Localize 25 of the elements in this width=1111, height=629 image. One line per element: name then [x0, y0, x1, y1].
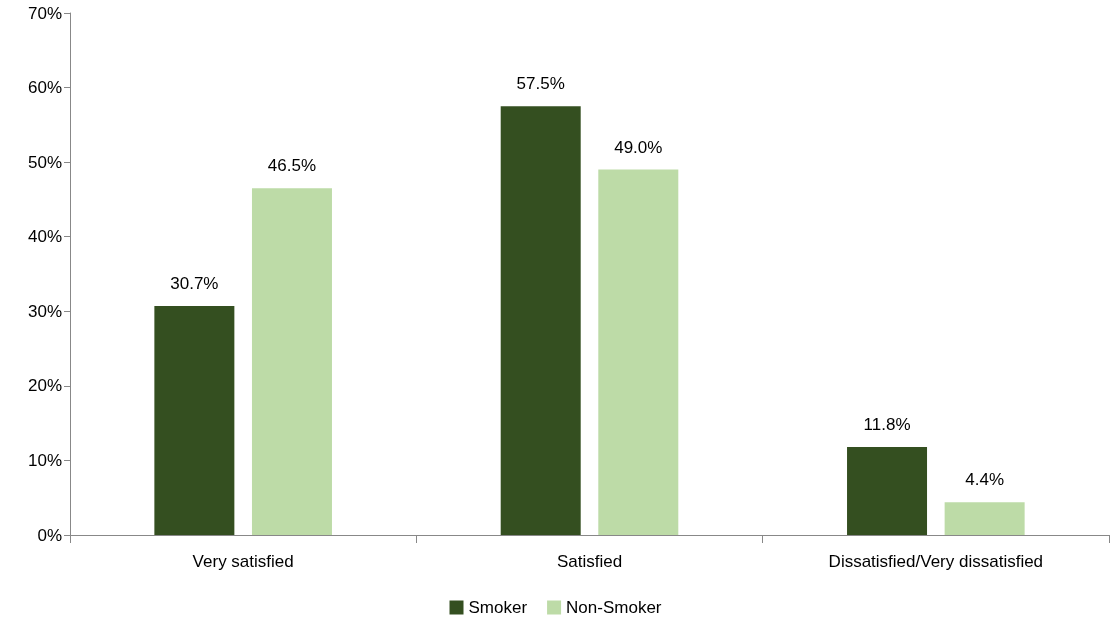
legend-label: Non-Smoker	[566, 598, 662, 617]
data-label: 11.8%	[863, 415, 911, 435]
data-label: 49.0%	[614, 137, 663, 157]
x-tick-label: Very satisfied	[192, 552, 294, 571]
y-tick-label: 40%	[27, 227, 62, 247]
y-tick-label: 20%	[27, 376, 62, 396]
x-tick-label: Satisfied	[556, 552, 623, 571]
bar	[500, 106, 581, 535]
y-tick-label: 0%	[37, 525, 62, 545]
legend-label: Smoker	[468, 598, 528, 617]
bar	[944, 502, 1025, 535]
y-tick-label: 60%	[27, 78, 62, 98]
bar	[598, 169, 679, 535]
bar	[154, 306, 235, 535]
y-tick-label: 10%	[27, 450, 62, 470]
bar	[251, 188, 332, 535]
bar	[847, 447, 928, 535]
data-label: 4.4%	[965, 470, 1005, 490]
y-tick-label: 70%	[27, 3, 62, 23]
x-tick-label: Dissatisfied/Very dissatisfied	[828, 552, 1044, 571]
data-label: 46.5%	[267, 156, 317, 176]
data-label: 57.5%	[516, 74, 565, 94]
y-tick-label: 50%	[27, 152, 62, 172]
data-label: 30.7%	[170, 274, 219, 294]
y-tick-label: 30%	[27, 301, 62, 321]
